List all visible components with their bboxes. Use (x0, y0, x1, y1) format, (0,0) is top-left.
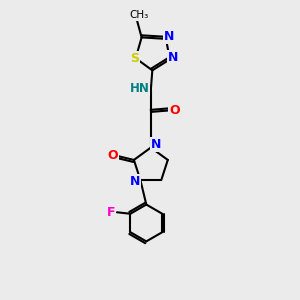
Text: HN: HN (130, 82, 149, 95)
Text: N: N (168, 51, 178, 64)
Text: O: O (107, 149, 118, 162)
Text: CH₃: CH₃ (130, 10, 149, 20)
Text: O: O (169, 104, 180, 117)
Text: N: N (164, 30, 174, 43)
Text: N: N (130, 175, 140, 188)
Text: N: N (151, 138, 161, 151)
Text: F: F (107, 206, 115, 219)
Text: S: S (130, 52, 139, 65)
